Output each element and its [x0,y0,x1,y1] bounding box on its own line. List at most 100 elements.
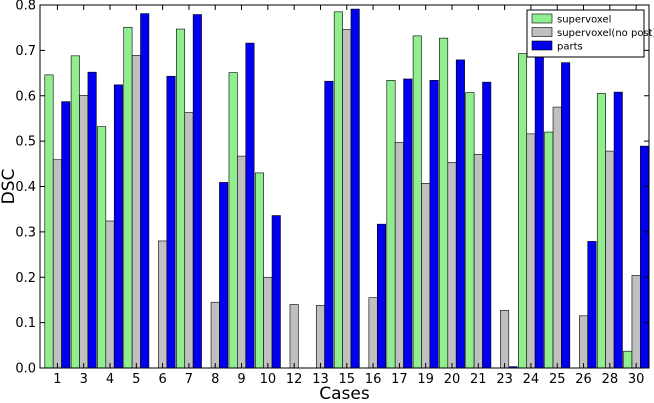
bar-parts-28 [613,91,623,369]
bar-parts-19 [429,80,439,369]
bar-parts-7 [192,14,202,369]
bar-parts-8 [219,182,229,369]
x-tick-label: 28 [602,372,619,387]
x-tick-label: 1 [53,372,61,387]
bar-supervoxel-15 [333,11,343,369]
x-tick-label: 21 [470,372,487,387]
y-tick-label: 0.0 [15,362,36,377]
bar-supervoxel-7 [176,28,186,369]
bar-supervoxel-no-post--7 [184,112,194,369]
bar-supervoxel-25 [544,131,554,369]
bar-supervoxel-1 [44,74,54,369]
bar-supervoxel-19 [412,35,422,369]
x-tick-label: 4 [106,372,114,387]
bar-supervoxel-24 [518,53,528,369]
bar-supervoxel-no-post--20 [447,162,457,369]
bar-parts-10 [271,215,281,369]
bar-supervoxel-no-post--28 [605,150,615,369]
y-tick-label: 0.1 [15,316,36,331]
bar-supervoxel-no-post--13 [315,305,325,369]
x-tick-label: 8 [211,372,219,387]
bar-parts-4 [113,84,123,369]
bar-parts-21 [482,81,492,369]
x-tick-label: 30 [628,372,645,387]
bar-supervoxel-no-post--1 [52,159,62,369]
legend-label: supervoxel [557,15,611,26]
x-tick-label: 6 [158,372,166,387]
bar-supervoxel-no-post--8 [210,301,220,369]
y-tick-label: 0.3 [15,225,36,240]
y-tick-label: 0.8 [15,0,36,14]
x-tick-label: 26 [575,372,592,387]
x-tick-label: 10 [260,372,277,387]
x-tick-label: 19 [417,372,434,387]
bar-supervoxel-no-post--17 [394,142,404,369]
y-tick-label: 0.5 [15,135,36,150]
bar-supervoxel-17 [386,80,396,369]
bar-parts-6 [166,75,176,369]
x-tick-label: 17 [391,372,408,387]
bar-supervoxel-10 [254,172,264,369]
y-tick-label: 0.7 [15,44,36,59]
bar-supervoxel-no-post--6 [158,240,168,369]
bar-parts-25 [561,62,571,369]
bar-supervoxel-4 [97,126,107,369]
x-tick-label: 23 [496,372,513,387]
x-tick-label: 12 [286,372,303,387]
x-tick-label: 15 [339,372,356,387]
bar-supervoxel-21 [465,92,475,369]
legend-swatch [531,13,553,24]
bar-supervoxel-no-post--19 [421,183,431,369]
legend: supervoxel supervoxel(no post) parts [526,9,654,58]
x-tick-label: 16 [365,372,382,387]
bar-parts-15 [350,8,360,369]
y-axis-title: DSC [0,169,19,205]
y-tick-label: 0.4 [15,180,36,195]
bar-supervoxel-no-post--5 [131,55,141,369]
bar-supervoxel-5 [123,26,133,369]
bar-parts-30 [640,145,650,369]
bar-parts-16 [376,223,386,369]
bar-parts-1 [61,101,71,369]
y-tick-label: 0.6 [15,89,36,104]
bar-supervoxel-no-post--3 [79,95,89,369]
bar-supervoxel-28 [596,93,606,369]
x-tick-label: 9 [237,372,245,387]
bar-supervoxel-no-post--24 [526,133,536,369]
bar-supervoxel-no-post--4 [105,220,115,369]
x-tick-label: 13 [312,372,329,387]
bar-supervoxel-no-post--9 [237,155,247,369]
bar-parts-3 [87,71,97,369]
bar-supervoxel-no-post--30 [631,275,641,369]
bar-supervoxel-30 [623,350,633,369]
legend-label: supervoxel(no post) [557,28,654,39]
x-tick-label: 5 [132,372,140,387]
x-axis-title: Cases [319,384,370,403]
y-tick-label: 0.2 [15,271,36,286]
bar-supervoxel-no-post--26 [579,315,589,369]
x-tick-label: 20 [444,372,461,387]
bar-supervoxel-no-post--15 [342,29,352,369]
bar-supervoxel-no-post--23 [500,310,510,369]
legend-label: parts [557,42,583,53]
x-tick-label: 7 [185,372,193,387]
bar-parts-24 [534,52,544,369]
bar-supervoxel-no-post--25 [552,106,562,369]
bar-supervoxel-no-post--10 [263,276,273,369]
bar-parts-26 [587,241,597,369]
bar-parts-9 [245,42,255,369]
bar-supervoxel-3 [70,55,80,369]
bar-supervoxel-20 [439,37,449,369]
bar-supervoxel-no-post--16 [368,297,378,369]
legend-items: supervoxel supervoxel(no post) parts [531,13,654,53]
bar-supervoxel-no-post--21 [473,153,483,369]
bar-parts-17 [403,78,413,369]
legend-swatch [531,40,553,51]
bar-parts-5 [140,13,150,369]
bar-supervoxel-no-post--12 [289,304,299,369]
bar-parts-13 [324,80,334,369]
x-tick-label: 3 [80,372,88,387]
bar-parts-20 [455,59,465,369]
x-tick-label: 25 [549,372,566,387]
